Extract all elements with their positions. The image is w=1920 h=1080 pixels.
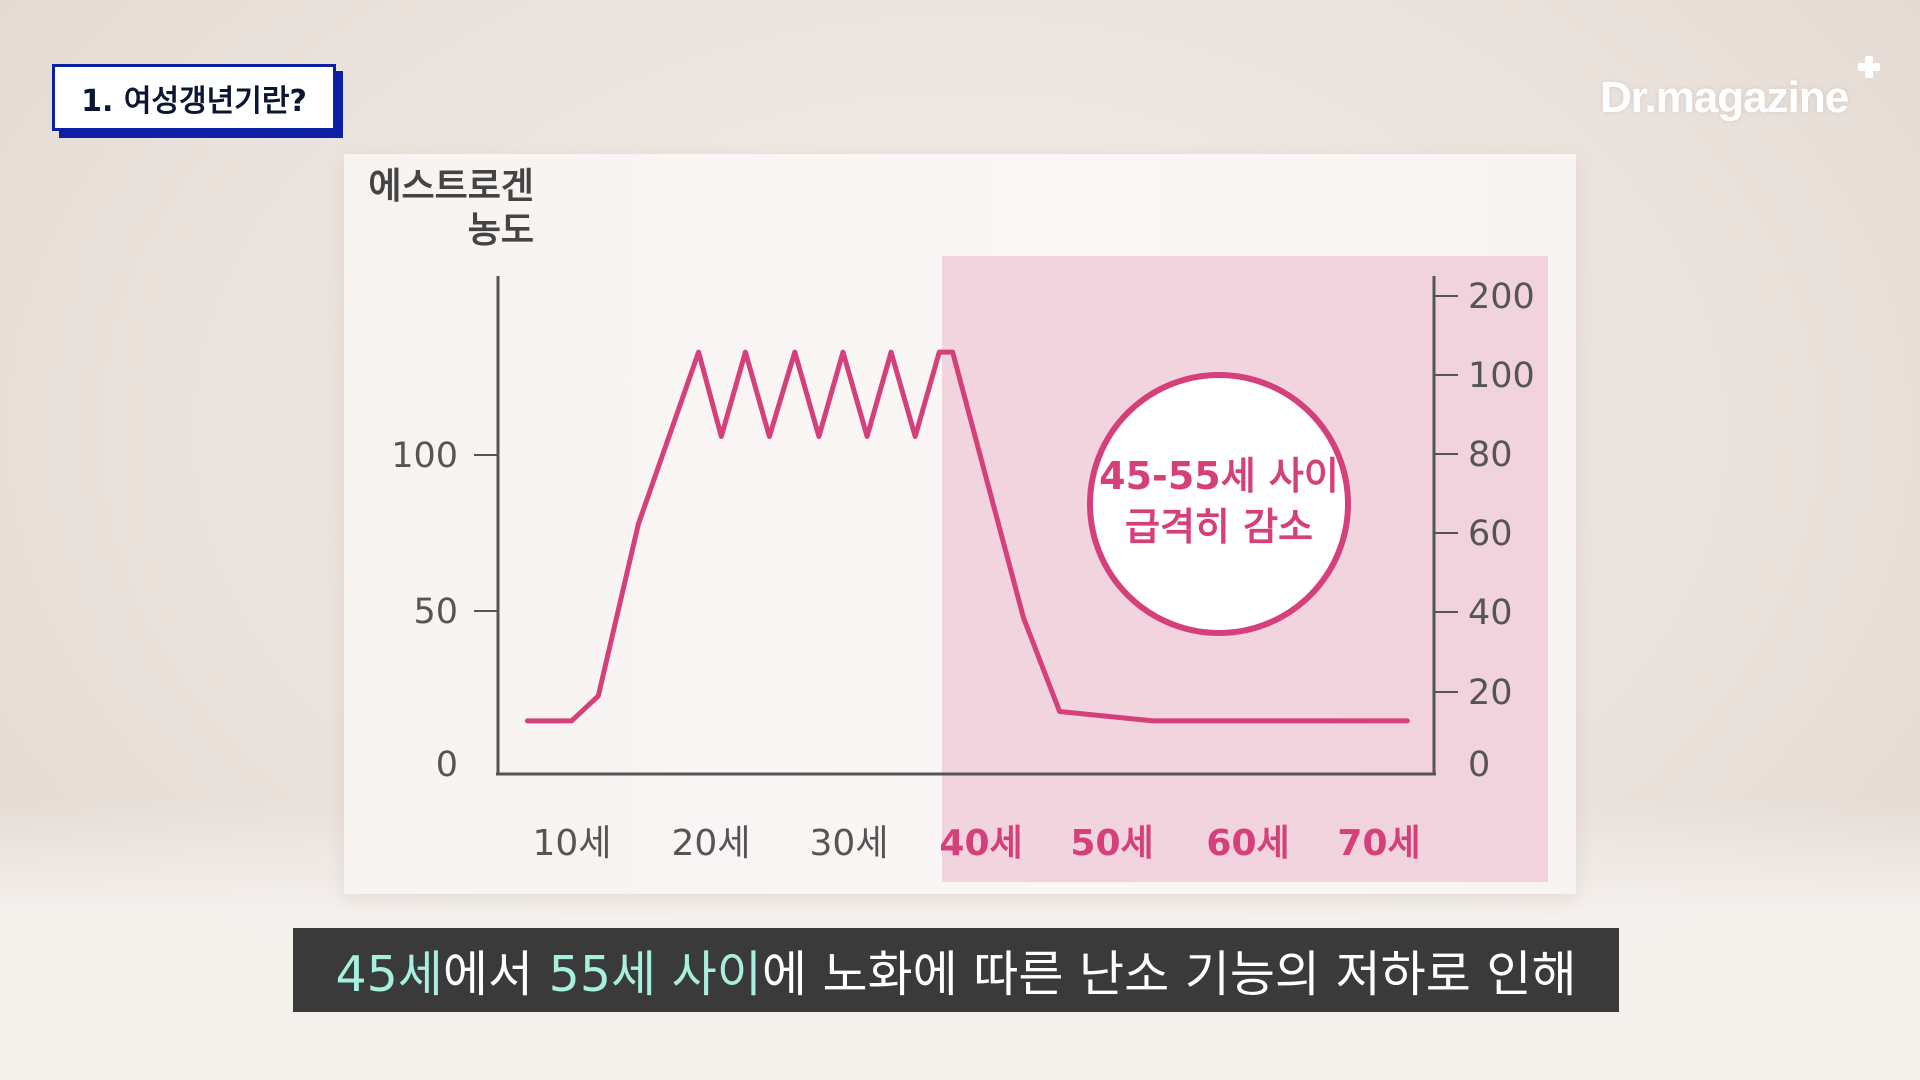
left-ticks-group: 0 50 100 <box>391 436 498 785</box>
estrogen-chart: 0 50 100 0 20 40 60 80 100 200 10세 20세 30세 40세 50세 60… <box>368 166 1548 882</box>
right-tick-label: 20 <box>1468 673 1513 713</box>
subtitle-text-1: 에서 <box>442 945 549 1003</box>
right-tick-label: 40 <box>1468 593 1513 633</box>
left-tick-label: 0 <box>436 745 458 785</box>
right-tick-label: 100 <box>1468 356 1535 396</box>
x-category-label: 10세 <box>533 823 612 864</box>
ylabel-line2: 농도 <box>468 210 534 251</box>
right-ticks-group: 0 20 40 60 80 100 200 <box>1434 277 1535 785</box>
annotation-circle <box>1087 372 1351 636</box>
x-category-label: 50세 <box>1070 823 1153 864</box>
x-category-label: 20세 <box>672 823 751 864</box>
estrogen-line <box>524 349 1410 724</box>
left-tick-label: 100 <box>391 436 458 476</box>
x-categories-group: 10세 20세 30세 40세 50세 60세 70세 <box>533 823 1421 864</box>
right-tick-label: 0 <box>1468 745 1490 785</box>
annotation-line1: 45-55세 사이 <box>1099 454 1339 498</box>
x-category-label: 60세 <box>1206 823 1289 864</box>
dr-magazine-logo: Dr.magazine <box>1600 73 1849 122</box>
subtitle-text-2: 에 노화에 따른 난소 기능의 저하로 인해 <box>761 945 1577 1003</box>
left-tick-label: 50 <box>413 592 458 632</box>
plus-icon <box>1858 56 1880 78</box>
annotation-line2: 급격히 감소 <box>1125 505 1313 549</box>
subtitle-bar: 45세 에서 55세 사이 에 노화에 따른 난소 기능의 저하로 인해 <box>293 928 1619 1012</box>
subtitle-highlight-1: 45세 <box>335 945 443 1003</box>
subtitle-highlight-2: 55세 사이 <box>548 945 762 1003</box>
x-category-label: 70세 <box>1337 823 1420 864</box>
right-tick-label: 200 <box>1468 277 1535 317</box>
topic-badge: 1. 여성갱년기란? <box>52 64 336 131</box>
right-tick-label: 60 <box>1468 514 1513 554</box>
x-category-label: 30세 <box>810 823 889 864</box>
x-category-label: 40세 <box>939 823 1022 864</box>
chart-card: 0 50 100 0 20 40 60 80 100 200 10세 20세 30세 40세 50세 60… <box>344 154 1576 894</box>
right-tick-label: 80 <box>1468 435 1513 475</box>
ylabel-line1: 에스트로겐 <box>368 166 534 207</box>
